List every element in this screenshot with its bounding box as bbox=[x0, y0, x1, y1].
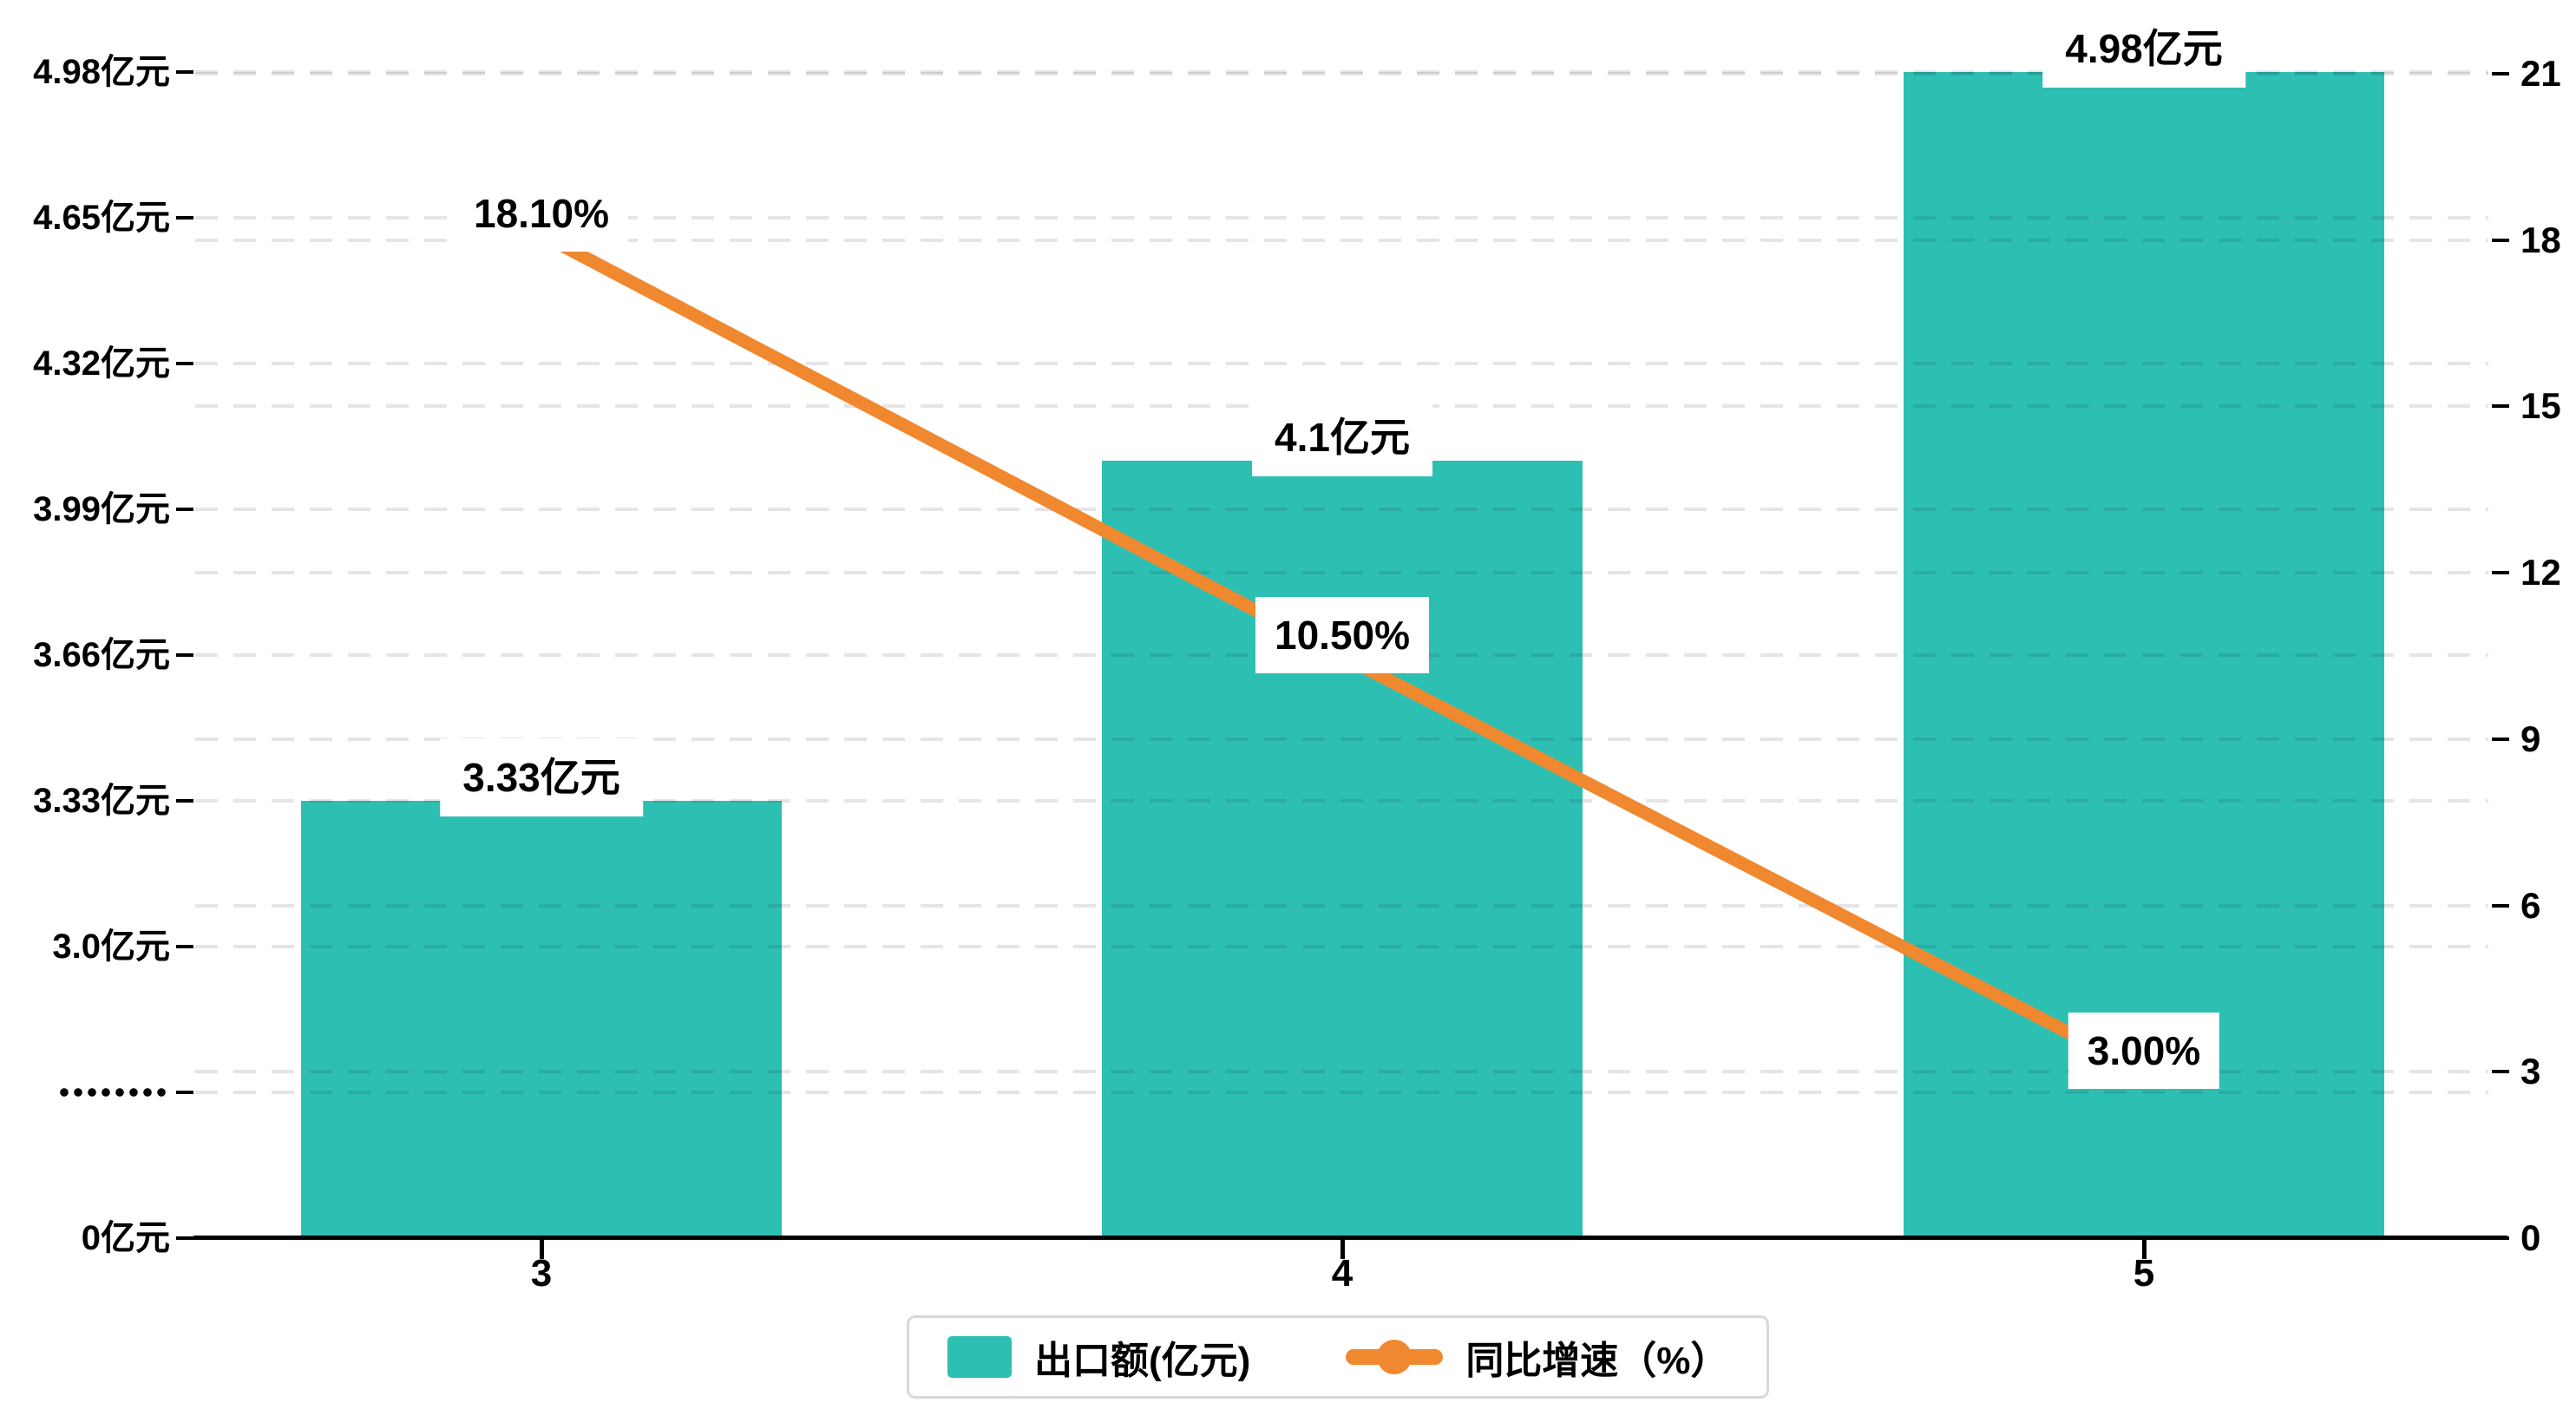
growth-rate-label: 10.50% bbox=[1255, 597, 1430, 673]
legend-label: 出口额(亿元) bbox=[1034, 1340, 1251, 1382]
left-axis-label: 3.33亿元 bbox=[33, 782, 170, 820]
left-axis-tick bbox=[176, 1091, 193, 1094]
legend-label: 同比增速（%） bbox=[1465, 1340, 1729, 1382]
left-axis-tick bbox=[176, 216, 193, 220]
x-axis-tick bbox=[540, 1240, 544, 1259]
right-axis-label: 18 bbox=[2520, 219, 2561, 260]
left-axis-tick bbox=[176, 799, 193, 803]
left-axis-tick bbox=[176, 70, 193, 74]
bar-value-label: 4.1亿元 bbox=[1252, 398, 1432, 476]
growth-rate-label: 18.10% bbox=[454, 175, 629, 252]
right-axis-tick bbox=[2492, 1070, 2509, 1074]
axis-break-dots bbox=[57, 1088, 168, 1097]
legend-item-growth[interactable]: 同比增速（%） bbox=[1346, 1329, 1728, 1385]
right-axis-label: 9 bbox=[2520, 718, 2541, 759]
bar-value-label: 3.33亿元 bbox=[440, 738, 643, 816]
right-axis-label: 15 bbox=[2520, 385, 2561, 427]
right-axis-label: 12 bbox=[2520, 552, 2561, 593]
left-axis-label: 3.99亿元 bbox=[33, 490, 170, 528]
legend-item-export[interactable]: 出口额(亿元) bbox=[947, 1329, 1250, 1385]
left-axis-label: 4.65亿元 bbox=[33, 199, 170, 237]
right-axis-label: 21 bbox=[2520, 53, 2561, 94]
right-axis-tick bbox=[2492, 737, 2509, 741]
left-axis-tick bbox=[176, 508, 193, 511]
left-axis-label: 4.98亿元 bbox=[33, 53, 170, 91]
bar-value-label: 4.98亿元 bbox=[2042, 10, 2245, 88]
x-axis-tick bbox=[2142, 1240, 2147, 1259]
right-axis-tick bbox=[2492, 238, 2509, 242]
line-marker-dot bbox=[1377, 1340, 1413, 1374]
line-marker-icon bbox=[1346, 1340, 1444, 1374]
export-bar-4[interactable] bbox=[1102, 461, 1583, 1238]
x-axis-label-3: 3 bbox=[530, 1252, 553, 1295]
left-axis-tick bbox=[176, 653, 193, 657]
left-axis-label: 3.0亿元 bbox=[52, 928, 170, 966]
x-axis-label-4: 4 bbox=[1331, 1252, 1354, 1295]
left-axis-tick bbox=[176, 362, 193, 365]
right-axis-label: 3 bbox=[2520, 1051, 2541, 1092]
x-axis-line bbox=[193, 1236, 2507, 1240]
growth-rate-label: 3.00% bbox=[2068, 1013, 2220, 1090]
right-axis-label: 6 bbox=[2520, 884, 2541, 926]
left-axis-label: 0亿元 bbox=[81, 1219, 170, 1257]
left-axis-tick bbox=[176, 945, 193, 948]
x-axis-tick bbox=[1340, 1240, 1345, 1259]
x-axis-label-5: 5 bbox=[2133, 1252, 2155, 1295]
left-axis-label: 3.66亿元 bbox=[33, 636, 170, 674]
right-axis-tick bbox=[2492, 903, 2509, 908]
bar-swatch-icon bbox=[947, 1336, 1012, 1378]
left-axis-label: 4.32亿元 bbox=[33, 344, 170, 383]
export-bar-3[interactable] bbox=[301, 801, 782, 1238]
left-axis-tick bbox=[176, 1236, 193, 1240]
right-axis-label: 0 bbox=[2520, 1217, 2541, 1258]
legend: 出口额(亿元) 同比增速（%） bbox=[907, 1315, 1770, 1399]
right-axis-tick bbox=[2492, 404, 2509, 409]
right-axis-tick bbox=[2492, 72, 2509, 75]
right-axis-tick bbox=[2492, 571, 2509, 575]
right-axis-tick bbox=[2492, 1236, 2509, 1240]
